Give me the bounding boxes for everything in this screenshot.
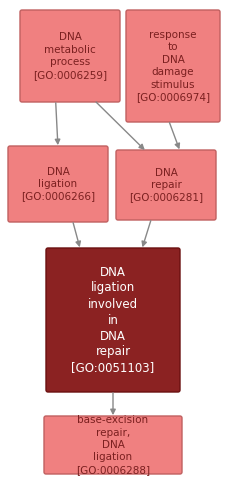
Text: DNA
ligation
[GO:0006266]: DNA ligation [GO:0006266] <box>21 167 95 201</box>
FancyBboxPatch shape <box>44 416 181 474</box>
Text: DNA
metabolic
process
[GO:0006259]: DNA metabolic process [GO:0006259] <box>33 32 107 80</box>
FancyBboxPatch shape <box>20 10 119 102</box>
Text: response
to
DNA
damage
stimulus
[GO:0006974]: response to DNA damage stimulus [GO:0006… <box>135 30 209 102</box>
Text: DNA
repair
[GO:0006281]: DNA repair [GO:0006281] <box>128 168 202 202</box>
FancyBboxPatch shape <box>115 150 215 220</box>
FancyBboxPatch shape <box>8 146 108 222</box>
FancyBboxPatch shape <box>126 10 219 122</box>
Text: base-excision
repair,
DNA
ligation
[GO:0006288]: base-excision repair, DNA ligation [GO:0… <box>76 415 149 475</box>
FancyBboxPatch shape <box>46 248 179 392</box>
Text: DNA
ligation
involved
in
DNA
repair
[GO:0051103]: DNA ligation involved in DNA repair [GO:… <box>71 266 154 375</box>
